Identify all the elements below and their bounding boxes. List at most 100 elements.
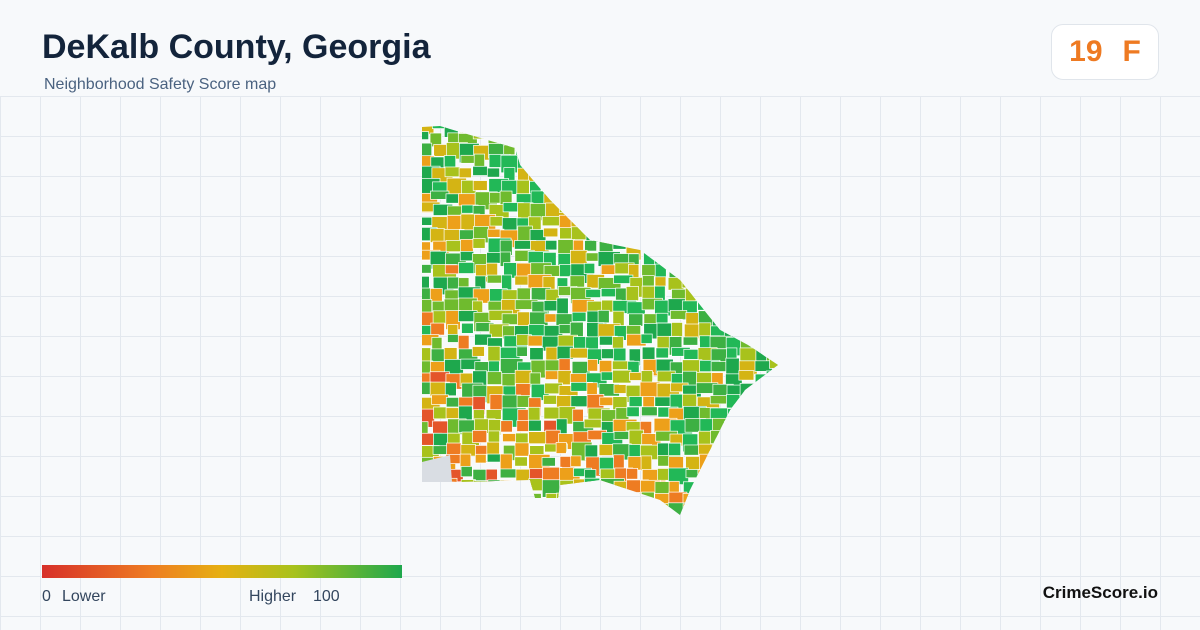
neighborhood xyxy=(626,216,641,228)
neighborhood xyxy=(740,335,762,349)
neighborhood xyxy=(683,126,709,134)
neighborhood xyxy=(628,313,644,327)
neighborhood xyxy=(739,192,752,207)
neighborhood xyxy=(461,322,474,334)
neighborhood xyxy=(626,155,652,165)
neighborhood xyxy=(711,226,730,243)
neighborhood xyxy=(545,240,558,251)
neighborhood xyxy=(626,192,651,208)
neighborhood xyxy=(585,288,601,298)
neighborhood xyxy=(641,226,657,243)
neighborhood xyxy=(767,285,778,297)
neighborhood xyxy=(641,216,661,234)
neighborhood xyxy=(682,493,699,508)
neighborhood xyxy=(487,479,505,492)
neighborhood xyxy=(695,263,710,276)
legend-max: 100 xyxy=(313,588,340,605)
neighborhood xyxy=(766,313,778,330)
neighborhood xyxy=(724,229,741,244)
neighborhood xyxy=(768,156,778,173)
neighborhood xyxy=(444,382,457,397)
neighborhood xyxy=(641,346,656,360)
neighborhood xyxy=(710,468,723,478)
neighborhood xyxy=(641,491,655,504)
neighborhood xyxy=(570,455,582,467)
neighborhood xyxy=(767,514,778,515)
neighborhood xyxy=(570,193,591,205)
neighborhood xyxy=(670,156,695,169)
neighborhood xyxy=(725,505,743,515)
neighborhood xyxy=(626,406,640,417)
neighborhood xyxy=(472,165,488,176)
neighborhood xyxy=(685,263,706,274)
neighborhood xyxy=(515,133,534,154)
neighborhood xyxy=(446,491,462,506)
neighborhood xyxy=(739,311,753,332)
neighborhood xyxy=(723,420,743,434)
neighborhood xyxy=(613,431,629,440)
neighborhood xyxy=(557,192,578,203)
neighborhood xyxy=(486,167,500,178)
neighborhood xyxy=(767,167,778,179)
neighborhood xyxy=(727,250,742,267)
neighborhood xyxy=(726,443,742,456)
neighborhood xyxy=(740,239,759,255)
neighborhood xyxy=(570,226,592,241)
neighborhood xyxy=(573,178,598,188)
neighborhood xyxy=(583,418,602,429)
neighborhood xyxy=(699,453,722,473)
neighborhood xyxy=(528,141,552,155)
neighborhood xyxy=(584,514,597,515)
neighborhood xyxy=(668,144,684,165)
neighborhood xyxy=(640,514,665,515)
neighborhood xyxy=(458,167,472,179)
neighborhood xyxy=(753,126,772,128)
neighborhood xyxy=(587,359,598,372)
neighborhood xyxy=(422,381,432,395)
neighborhood xyxy=(725,275,750,293)
neighborhood xyxy=(587,502,607,515)
neighborhood xyxy=(766,417,778,430)
score-badge: 19 F xyxy=(1051,24,1159,80)
neighborhood xyxy=(754,298,770,318)
neighborhood xyxy=(737,262,752,274)
neighborhood xyxy=(710,249,727,261)
neighborhood xyxy=(753,420,777,441)
neighborhood xyxy=(741,252,760,273)
neighborhood xyxy=(422,264,432,274)
neighborhood xyxy=(601,189,617,207)
neighborhood xyxy=(739,382,758,399)
neighborhood xyxy=(422,480,439,492)
neighborhood xyxy=(448,516,466,532)
neighborhood xyxy=(558,358,571,372)
neighborhood xyxy=(655,131,672,150)
neighborhood xyxy=(654,126,671,139)
neighborhood xyxy=(766,335,778,353)
neighborhood xyxy=(544,132,568,149)
neighborhood xyxy=(558,503,578,515)
neighborhood xyxy=(472,238,486,249)
subtitle: Neighborhood Safety Score map xyxy=(44,76,277,93)
neighborhood xyxy=(586,490,603,501)
neighborhood xyxy=(475,126,489,128)
neighborhood xyxy=(530,132,554,147)
neighborhood xyxy=(657,518,673,533)
neighborhood xyxy=(422,372,431,384)
neighborhood xyxy=(629,145,652,157)
neighborhood xyxy=(712,155,726,172)
neighborhood xyxy=(709,289,725,303)
neighborhood xyxy=(754,373,768,390)
neighborhood xyxy=(422,299,433,313)
neighborhood xyxy=(570,503,583,515)
neighborhood xyxy=(755,323,778,343)
neighborhood xyxy=(754,143,778,161)
neighborhood xyxy=(753,227,773,243)
neighborhood xyxy=(668,264,690,279)
neighborhood xyxy=(751,274,767,286)
neighborhood xyxy=(499,479,514,490)
neighborhood xyxy=(458,262,475,274)
neighborhood xyxy=(642,241,658,252)
neighborhood xyxy=(769,492,778,503)
neighborhood xyxy=(600,514,614,515)
neighborhood xyxy=(768,143,778,162)
